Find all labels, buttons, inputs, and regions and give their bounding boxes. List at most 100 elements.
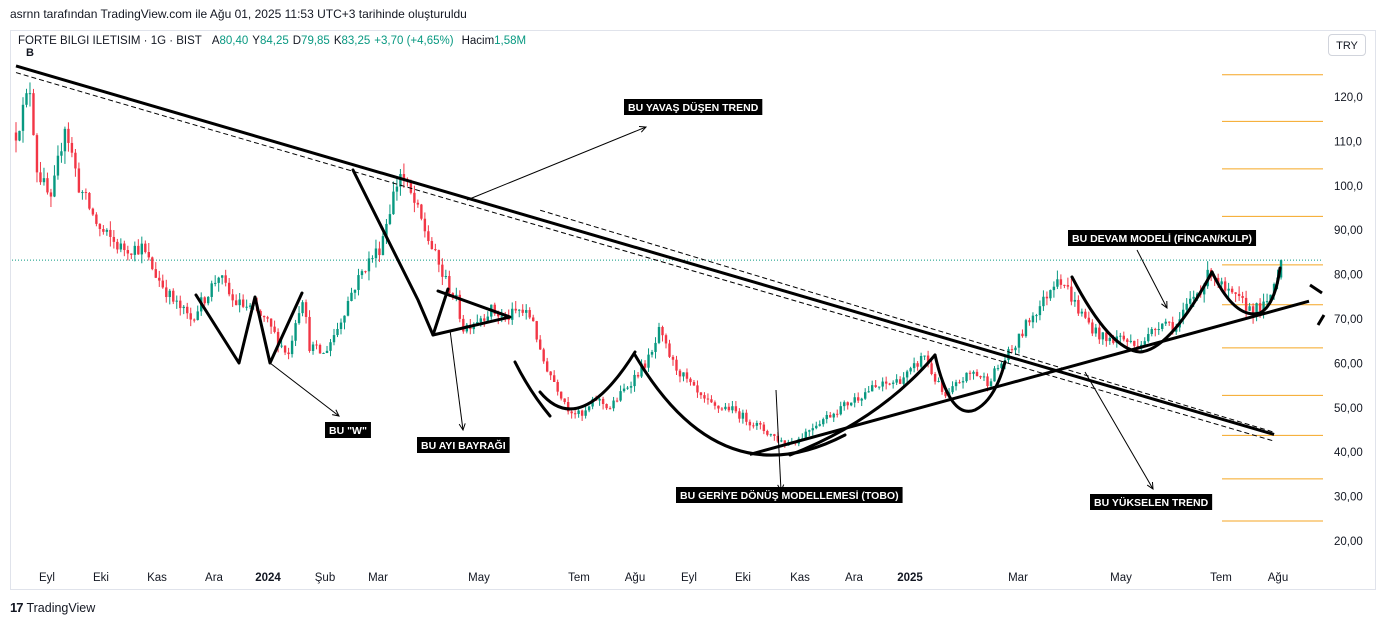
candle-body: [731, 406, 734, 411]
price-tick-label: 20,00: [1334, 536, 1363, 548]
candle-body: [130, 253, 133, 255]
candle-body: [1192, 296, 1195, 299]
candle-body: [884, 381, 888, 384]
candle-body: [685, 372, 689, 379]
candle-body: [1227, 288, 1230, 291]
price-axis[interactable]: 120,0 110,0 100,0 90,00 80,00 70,00 60,00 50,00…: [1334, 92, 1363, 548]
candle-body: [213, 282, 217, 284]
price-tick-label: 50,00: [1334, 403, 1363, 415]
symbol-name[interactable]: FORTE BILGI ILETISIM · 1G · BIST: [18, 35, 202, 47]
candle-body: [325, 350, 329, 353]
candle-body: [245, 306, 248, 308]
arrow-bear-flag-head: [458, 423, 466, 432]
candle-body: [870, 385, 874, 392]
candle-body: [552, 375, 556, 382]
candle-body: [140, 243, 144, 255]
candle-body: [615, 400, 619, 402]
candle-body: [409, 181, 413, 193]
candle-body: [657, 326, 661, 343]
candle-body: [444, 276, 448, 278]
close-value: 83,25: [341, 35, 371, 47]
candle-body: [815, 425, 818, 429]
candle-body: [1241, 296, 1244, 298]
candle-body: [762, 424, 766, 432]
candle-body: [427, 231, 430, 242]
candle-body: [926, 355, 930, 364]
candle-body: [126, 250, 130, 254]
candle-body: [682, 372, 685, 377]
candle-body: [1073, 299, 1077, 302]
candle-body: [441, 264, 444, 277]
candle-body: [898, 379, 902, 384]
candle-body: [573, 413, 577, 415]
candle-body: [290, 340, 294, 355]
candle-body: [1035, 315, 1038, 317]
candle-body: [825, 414, 828, 420]
candle-body: [818, 424, 821, 426]
chart-frame: [10, 30, 1376, 590]
candle-body: [1269, 294, 1272, 302]
candle-body: [1143, 341, 1146, 345]
currency-button[interactable]: TRY: [1328, 34, 1366, 56]
candle-body: [1220, 281, 1223, 285]
candle-body: [556, 381, 559, 392]
candle-body: [650, 351, 654, 355]
tobo-right-shoulder: [933, 353, 1007, 413]
tradingview-logo[interactable]: 17 TradingView: [10, 600, 95, 615]
candle-body: [717, 405, 720, 409]
candle-body: [853, 397, 856, 403]
candle-body: [175, 300, 178, 302]
time-tick-label: Ağu: [1268, 572, 1288, 584]
candle-body: [1066, 285, 1070, 287]
candle-body: [189, 313, 192, 320]
candle-body: [353, 289, 357, 293]
candle-body: [808, 430, 811, 432]
candle-body: [154, 269, 157, 278]
candle-body: [21, 104, 25, 131]
annotation-text: BU GERİYE DÖNÜŞ MODELLEMESİ (TOBO): [680, 489, 899, 502]
candle-body: [364, 271, 367, 273]
time-axis[interactable]: Eyl Eki Kas Ara 2024 Şub Mar May Tem Ağu Eyl Eki Kas…: [39, 572, 1288, 584]
candle-body: [378, 248, 381, 256]
candle-body: [696, 385, 699, 393]
candle-body: [1049, 290, 1052, 299]
candle-body: [18, 130, 21, 141]
arrow-cup-handle-head: [1161, 300, 1168, 310]
candle-body: [269, 318, 273, 327]
candle-body: [46, 178, 49, 193]
candle-body: [336, 328, 339, 336]
candle-body: [304, 302, 308, 317]
candle-body: [144, 243, 147, 253]
candle-body: [91, 208, 95, 215]
candle-body: [1084, 311, 1087, 318]
chart-caption: asrnn tarafından TradingView.com ile Ağu…: [10, 7, 467, 21]
candle-body: [1017, 333, 1021, 348]
candle-body: [273, 326, 276, 332]
candle-body: [1175, 327, 1178, 332]
annotation-box: [417, 437, 510, 453]
candle-body: [664, 335, 668, 344]
candle-body: [769, 434, 773, 436]
candle-body: [227, 282, 231, 295]
candle-body: [1077, 299, 1080, 314]
candle-body: [112, 236, 116, 242]
candle-body: [168, 290, 171, 298]
candle-body: [1080, 311, 1084, 314]
time-tick-label: Mar: [368, 572, 388, 584]
candle-body: [944, 391, 947, 397]
tobo-right: [788, 353, 937, 457]
time-tick-label: Tem: [568, 572, 590, 584]
candle-body: [874, 385, 877, 387]
candle-body: [525, 310, 528, 313]
candle-body: [476, 321, 479, 324]
price-tick-label: 100,0: [1334, 181, 1363, 193]
candle-body: [954, 382, 958, 387]
time-tick-label: Şub: [315, 572, 335, 584]
candle-body: [584, 410, 587, 416]
candle-body: [598, 398, 601, 401]
time-tick-label: Tem: [1210, 572, 1232, 584]
candle-body: [448, 276, 451, 294]
candle-body: [1007, 349, 1010, 361]
candle-body: [563, 398, 566, 403]
